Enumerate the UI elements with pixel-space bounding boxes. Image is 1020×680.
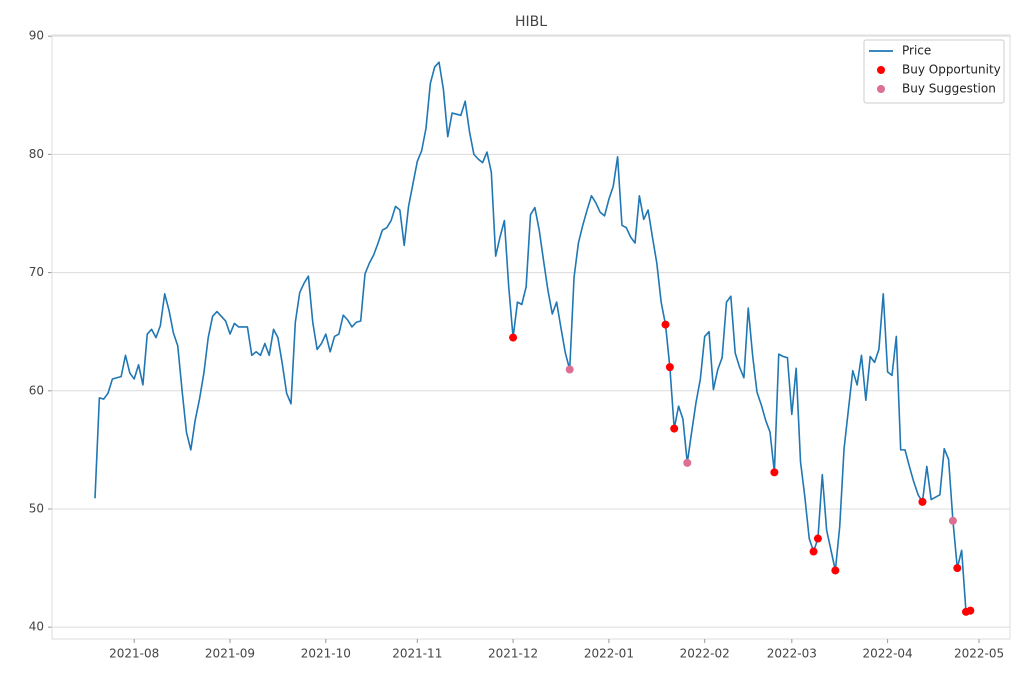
marker-dot xyxy=(831,566,840,575)
y-tick-label: 50 xyxy=(29,501,44,515)
x-tick-label: 2022-01 xyxy=(584,647,634,661)
marker-dot xyxy=(770,468,779,477)
marker-dot xyxy=(948,516,957,525)
legend-swatch xyxy=(877,85,885,93)
legend-box xyxy=(863,39,1005,104)
plot-frame xyxy=(51,34,1011,640)
y-tick-label: 90 xyxy=(29,29,44,43)
x-tick-label: 2022-03 xyxy=(767,647,817,661)
x-tick-label: 2022-05 xyxy=(954,647,1004,661)
marker-dot xyxy=(809,547,818,556)
x-tick-label: 2021-08 xyxy=(109,647,159,661)
marker-dot xyxy=(918,497,927,506)
marker-dot xyxy=(565,365,574,374)
y-tick-label: 60 xyxy=(29,383,44,397)
marker-dot xyxy=(509,333,518,342)
x-tick-label: 2021-11 xyxy=(392,647,442,661)
y-tick-label: 40 xyxy=(29,620,44,634)
chart-title: HIBL xyxy=(515,14,547,30)
marker-dot xyxy=(953,564,962,573)
marker-dot xyxy=(670,424,679,433)
x-tick-label: 2021-10 xyxy=(301,647,351,661)
x-tick-label: 2022-02 xyxy=(680,647,730,661)
x-tick-label: 2021-12 xyxy=(488,647,538,661)
x-tick-label: 2021-09 xyxy=(205,647,255,661)
marker-dot xyxy=(966,606,975,615)
x-tick-label: 2022-04 xyxy=(863,647,913,661)
legend-label: Buy Suggestion xyxy=(902,82,996,96)
price-line xyxy=(94,61,971,613)
marker-dot xyxy=(665,363,674,372)
legend-label: Buy Opportunity xyxy=(902,63,1001,77)
marker-dot xyxy=(813,534,822,543)
marker-dot xyxy=(661,320,670,329)
marker-dot xyxy=(683,458,692,467)
legend-swatch xyxy=(877,66,885,74)
y-tick-label: 70 xyxy=(29,265,44,279)
y-tick-label: 80 xyxy=(29,147,44,161)
legend-label: Price xyxy=(902,44,931,58)
